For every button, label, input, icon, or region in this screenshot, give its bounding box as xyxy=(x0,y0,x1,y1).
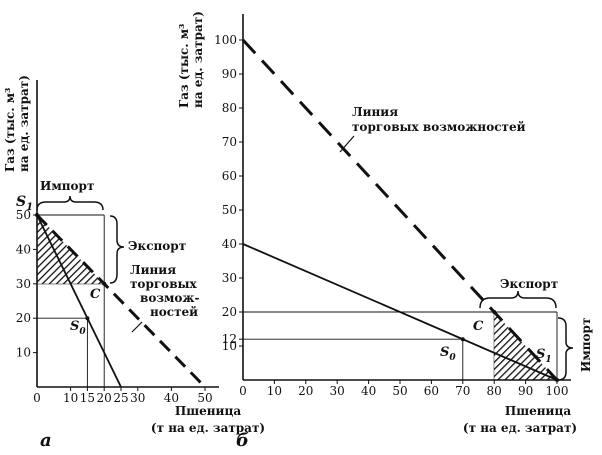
panel-b-xlabel-2: (т на ед. затрат) xyxy=(463,421,577,435)
panel-a-xlabel-1: Пшеница xyxy=(175,404,241,418)
panel-a-point-s0: S0 xyxy=(70,319,86,337)
panel-a-import-label: Импорт xyxy=(40,179,94,193)
panel-b-point-s1: S1 xyxy=(536,347,552,365)
x-tick-label: 60 xyxy=(424,384,439,398)
y-tick-label: 40 xyxy=(16,242,31,256)
panel-b-trade-line xyxy=(241,38,559,382)
y-tick-label: 20 xyxy=(222,305,237,319)
panel-b-ylabel-1: Газ (тыс. м³ xyxy=(177,24,191,108)
panel-a-ylabel-2: на ед. затрат) xyxy=(17,75,31,172)
x-tick-label: 10 xyxy=(63,391,78,405)
panel-b-panel-label: б xyxy=(236,430,249,451)
panel-b-chart: 0 10 20 30 40 50 60 70 80 90 100 10122030405060708… xyxy=(177,11,593,451)
panel-a-trade-line xyxy=(35,213,207,389)
y-tick-label: 20 xyxy=(16,311,31,325)
panel-a-x-ticks: 0 10 15 20 25 30 40 50 xyxy=(33,387,213,405)
x-tick-label: 40 xyxy=(164,391,179,405)
y-tick-label: 10 xyxy=(222,339,237,353)
y-tick-label: 100 xyxy=(214,33,237,47)
panel-a-y-ticks: 10 20 30 40 50 xyxy=(16,208,37,360)
y-tick-label: 30 xyxy=(16,277,31,291)
panel-b-trade-line-label-2: торговых возможностей xyxy=(352,120,526,134)
y-tick-label: 90 xyxy=(222,67,237,81)
x-tick-label: 25 xyxy=(113,391,128,405)
panel-b-export-brace xyxy=(479,290,557,309)
y-tick-label: 10 xyxy=(16,346,31,360)
panel-b-shaded-triangle xyxy=(494,312,557,380)
y-tick-label: 70 xyxy=(222,135,237,149)
panel-a-export-brace xyxy=(109,215,125,284)
panel-b-xlabel-1: Пшеница xyxy=(505,404,571,418)
x-tick-label: 70 xyxy=(455,384,470,398)
panel-b-production-line xyxy=(242,243,558,381)
panel-a-ylabel-1: Газ (тыс. м³ xyxy=(3,88,17,172)
x-tick-label: 50 xyxy=(197,391,212,405)
panel-a-panel-label: а xyxy=(40,430,52,451)
panel-b-x-ticks: 0 10 20 30 40 50 60 70 80 90 100 xyxy=(239,380,568,398)
y-tick-label: 50 xyxy=(222,203,237,217)
panel-b-import-label: Импорт xyxy=(579,318,593,372)
x-tick-label: 0 xyxy=(239,384,247,398)
panel-a-point-c: C xyxy=(90,287,101,302)
panel-a-import-brace xyxy=(36,195,104,211)
x-tick-label: 30 xyxy=(330,384,345,398)
panel-a-trade-line-label-1: Линия xyxy=(130,263,176,277)
y-tick-label: 50 xyxy=(16,208,31,222)
x-tick-label: 80 xyxy=(487,384,502,398)
panel-a-point-s1: S1 xyxy=(16,194,33,213)
x-tick-label: 15 xyxy=(80,391,95,405)
panel-a-production-line xyxy=(36,214,122,388)
panel-a-export-label: Экспорт xyxy=(128,239,186,253)
x-tick-label: 100 xyxy=(546,384,569,398)
panel-a-xlabel-2: (т на ед. затрат) xyxy=(151,421,265,435)
panel-a-trade-line-label-4: ностей xyxy=(150,305,198,319)
panel-b-export-label: Экспорт xyxy=(500,277,558,291)
x-tick-label: 50 xyxy=(392,384,407,398)
y-tick-label: 12 xyxy=(222,332,237,346)
y-tick-label: 80 xyxy=(222,101,237,115)
y-tick-label: 40 xyxy=(222,237,237,251)
panel-a-trade-line-label-3: возмож- xyxy=(140,291,200,305)
panel-b-point-s0: S0 xyxy=(440,345,456,363)
panel-b-import-brace xyxy=(557,317,574,381)
y-tick-label: 60 xyxy=(222,169,237,183)
y-tick-label: 30 xyxy=(222,271,237,285)
x-tick-label: 0 xyxy=(33,391,41,405)
x-tick-label: 30 xyxy=(130,391,145,405)
panel-b-trade-line-label-1: Линия xyxy=(352,105,398,119)
panel-b-trade-line-pointer xyxy=(339,135,355,153)
panel-a-trade-line-pointer xyxy=(131,321,143,333)
x-tick-label: 20 xyxy=(97,391,112,405)
x-tick-label: 20 xyxy=(298,384,313,398)
x-tick-label: 40 xyxy=(361,384,376,398)
panel-a-trade-line-label-2: торговых xyxy=(130,277,198,291)
x-tick-label: 10 xyxy=(267,384,282,398)
x-tick-label: 90 xyxy=(518,384,533,398)
panel-b-ylabel-2: на ед. затрат) xyxy=(191,11,205,108)
panel-b-point-c: C xyxy=(473,319,484,334)
